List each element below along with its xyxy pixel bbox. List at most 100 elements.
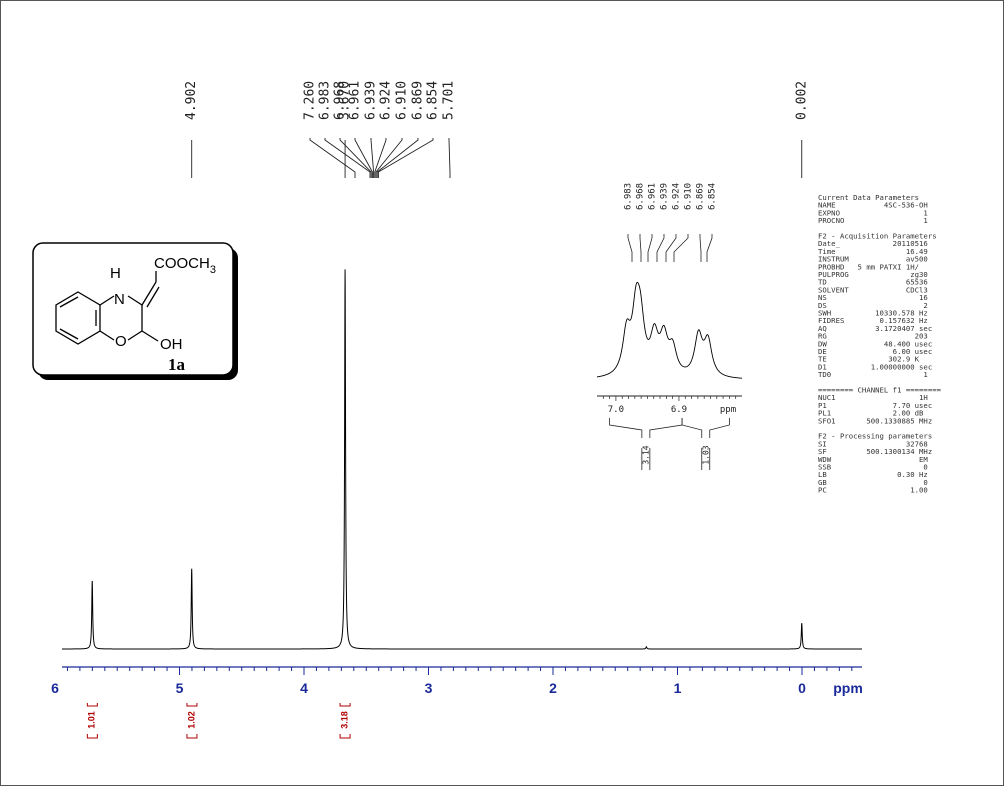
ester-group-label: COOCH3 — [154, 255, 216, 276]
peak-label: 5.701 — [442, 81, 457, 178]
parameter-line: F2 - Processing parameters — [818, 432, 932, 441]
peak-label-text: 7.260 — [303, 81, 318, 120]
peak-label-leader — [374, 138, 387, 178]
ring-oxygen-label: O — [115, 333, 127, 350]
inset-integral-value: 3.14 — [641, 445, 650, 464]
inset-peak-label-text: 6.869 — [696, 183, 706, 210]
peak-label-text: 6.939 — [364, 81, 379, 120]
inset-peak-label-leader — [699, 234, 702, 262]
inset-peak-label: 6.983 — [624, 183, 634, 262]
integral: 1.01 — [87, 703, 98, 739]
parameter-line: SFO1 500.1330885 MHz — [818, 416, 932, 425]
integral: 3.18 — [339, 703, 351, 739]
peak-label: 6.854 — [377, 81, 441, 178]
parameter-line: DS 2 — [818, 301, 928, 310]
parameter-line: RG 203 — [818, 332, 928, 341]
peak-label-text: 6.910 — [395, 81, 410, 120]
peak-label-text: 3.670 — [338, 81, 353, 120]
inset-peak-label-text: 6.961 — [648, 183, 658, 210]
parameter-line: D1 1.00000000 sec — [818, 362, 932, 371]
inset-peak-label-leader — [639, 234, 642, 262]
integral: 1.02 — [186, 703, 198, 739]
axis-unit-label: ppm — [833, 680, 863, 696]
parameter-line: ======== CHANNEL f1 ======== — [818, 386, 942, 395]
parameter-line: NUC1 1H — [818, 393, 928, 402]
inset-integral: 3.14 — [609, 418, 683, 470]
inset-peak-label-leader — [656, 234, 665, 262]
peak-label: 6.939 — [364, 81, 379, 178]
peak-label: 6.983 — [318, 81, 371, 178]
parameter-line: SOLVENT CDCl3 — [818, 285, 928, 294]
parameter-line: P1 7.70 usec — [818, 401, 932, 410]
peak-label: 6.968 — [333, 81, 372, 178]
peak-label-leader — [377, 138, 434, 178]
parameter-line: LB 0.30 Hz — [818, 470, 928, 479]
tick-label: 3 — [425, 680, 433, 696]
inset-peak-label-text: 6.910 — [684, 183, 694, 210]
parameter-line: Current Data Parameters — [818, 193, 919, 202]
parameter-line: PL1 2.00 dB — [818, 409, 924, 418]
peak-label-leader — [376, 138, 419, 178]
parameter-line: TD0 1 — [818, 370, 928, 379]
parameter-line: PROCNO 1 — [818, 216, 928, 225]
inset-peak-label-group: 6.983 6.968 6.961 6.939 6.924 6.910 6.869 6.854 — [624, 183, 718, 262]
parameter-line: Date_ 20110516 — [818, 239, 928, 248]
tick-label: 1 — [674, 680, 682, 696]
inset-integral-group: 3.14 1.03 — [609, 418, 730, 470]
inset-ppm-axis: 7.0 6.9 ppm — [597, 395, 742, 415]
peak-label: 6.869 — [376, 81, 426, 178]
parameter-line: AQ 3.1720407 sec — [818, 324, 932, 333]
inset-peak-label-text: 6.983 — [624, 183, 634, 210]
peak-label-text: 6.961 — [348, 81, 363, 120]
integral-value: 3.18 — [339, 711, 349, 729]
peak-label-leader — [324, 138, 371, 178]
inset-peak-label-text: 6.854 — [708, 183, 718, 210]
inset-tick-label: 6.9 — [671, 405, 687, 415]
inset-peak-label: 6.924 — [665, 183, 682, 262]
chemical-structure-panel: N H O OH COOCH3 1a — [32, 242, 238, 380]
inset-peak-label: 6.869 — [696, 183, 706, 262]
peak-label-leader — [375, 138, 403, 178]
inset-peak-label-text: 6.924 — [672, 183, 682, 210]
inset-axis-unit-label: ppm — [720, 405, 736, 415]
tick-label: 0 — [798, 680, 806, 696]
peak-label-text: 6.924 — [379, 81, 394, 120]
parameter-line: SI 32768 — [818, 439, 928, 448]
parameter-line: SSB 0 — [818, 463, 928, 472]
peak-label-leader — [339, 138, 372, 178]
peak-label: 6.961 — [348, 81, 373, 178]
inset-integral-value: 1.03 — [701, 445, 710, 464]
peak-label-text: 6.869 — [411, 81, 426, 120]
tick-label: 5 — [176, 680, 184, 696]
ppm-axis: 11109876543210ppm — [51, 666, 863, 696]
parameter-line: GB 0 — [818, 478, 928, 487]
inset-peak-label: 6.854 — [706, 183, 718, 262]
peak-label-leader — [448, 138, 451, 178]
parameter-line: PC 1.00 — [818, 486, 928, 495]
inset-integral: 1.03 — [681, 418, 730, 470]
inset-peak-label: 6.910 — [673, 183, 694, 262]
peak-label: 6.924 — [374, 81, 394, 178]
peak-label: 6.910 — [375, 81, 410, 178]
parameter-line: Time 16.49 — [818, 247, 928, 256]
oxazine-ring — [99, 271, 160, 342]
spectrum-trace — [62, 269, 862, 650]
parameter-line: SWH 10330.578 Hz — [818, 309, 928, 318]
hydroxyl-label: OH — [160, 336, 183, 353]
peak-label-leader — [370, 138, 375, 178]
inset-spectrum-trace — [596, 281, 743, 379]
peak-label-group: 10.0307.2606.9836.9686.9616.9396.9246.91… — [184, 81, 809, 178]
integral-value: 1.02 — [186, 711, 196, 729]
ring-nitrogen-label: N — [114, 291, 125, 308]
peak-label-text: 5.701 — [442, 81, 457, 120]
parameter-line: FIDRES 0.157632 Hz — [818, 316, 928, 325]
parameter-line: NAME 4SC-536-OH — [818, 201, 928, 210]
inset-peak-label-leader — [627, 234, 633, 262]
nh-hydrogen-label: H — [110, 265, 121, 282]
inset-peak-label-leader — [665, 234, 677, 262]
parameter-line: WDW EM — [818, 455, 928, 464]
peak-label-text: 6.854 — [426, 81, 441, 120]
